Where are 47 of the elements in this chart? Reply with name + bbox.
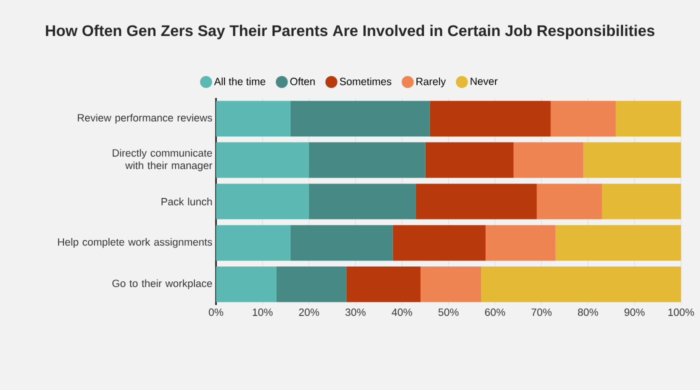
y-tick-label: Directly communicate with their manager [112, 149, 212, 172]
x-tick-label: 10% [252, 308, 273, 316]
bar [555, 225, 682, 261]
bar [416, 184, 537, 220]
x-tick-label: 60% [485, 308, 506, 316]
legend-label: All the time [214, 78, 266, 86]
bar [216, 266, 276, 302]
bar [536, 184, 602, 220]
y-tick-label: Pack lunch [162, 198, 212, 206]
bar [430, 100, 551, 137]
bar [583, 142, 682, 178]
bar [602, 184, 682, 220]
y-tick-label: Help complete work assignments [58, 238, 212, 248]
bar [216, 225, 290, 261]
y-tick-label: Review performance reviews [78, 114, 212, 124]
bar [290, 100, 430, 137]
legend-label: Sometimes [340, 78, 392, 86]
x-tick-label: 90% [624, 308, 645, 316]
bar [216, 142, 309, 178]
bar [481, 266, 682, 302]
chart-title: How Often Gen Zers Say Their Parents Are Involved in Certain Job Responsibilities [46, 24, 654, 40]
x-tick-label: 40% [392, 308, 412, 316]
x-tick-label: 70% [532, 308, 552, 316]
legend-label: Rarely [416, 78, 446, 88]
bar [309, 184, 416, 220]
x-tick-label: 80% [578, 308, 598, 316]
x-tick-label: 50% [438, 308, 459, 316]
bar [550, 100, 616, 137]
x-tick-label: 20% [299, 308, 320, 316]
x-tick-label: 100% [668, 308, 694, 316]
bar [425, 142, 514, 178]
bar [216, 100, 290, 137]
bar [392, 225, 486, 261]
bar [216, 184, 309, 220]
bar [420, 266, 482, 302]
bar [346, 266, 421, 302]
bar [290, 225, 393, 261]
bar [514, 142, 584, 178]
bar [276, 266, 346, 302]
bar [309, 142, 426, 178]
legend-label: Never [470, 78, 498, 85]
y-tick-label: Go to their workplace [112, 279, 212, 290]
bar [486, 225, 556, 261]
x-tick-label: 0% [208, 308, 224, 316]
legend-label: Often [290, 78, 315, 86]
bar [616, 100, 682, 137]
x-tick-label: 30% [345, 308, 366, 316]
